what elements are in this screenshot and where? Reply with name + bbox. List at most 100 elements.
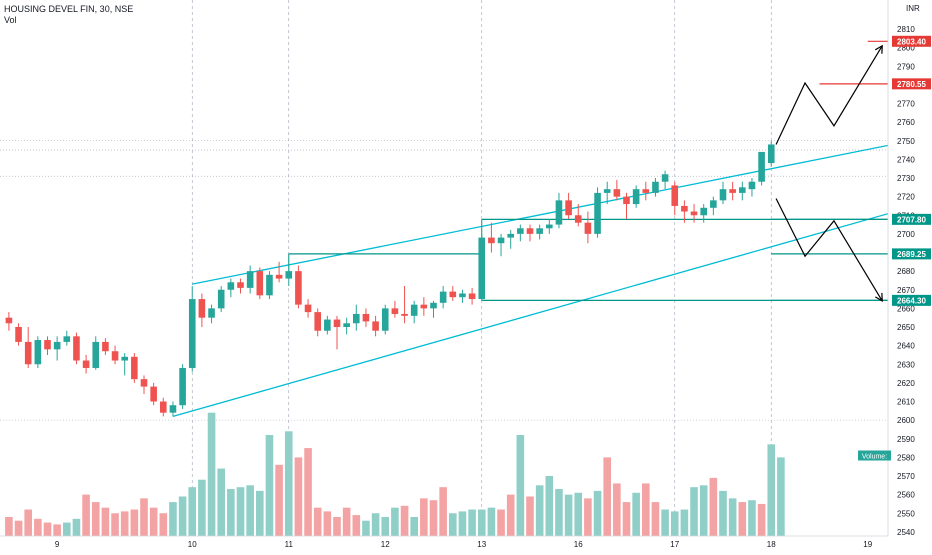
volume-bar — [603, 457, 611, 536]
candle-body — [34, 340, 42, 365]
volume-bar — [130, 509, 139, 536]
volume-bar — [246, 485, 254, 536]
time-tick-label: 11 — [285, 540, 294, 549]
price-tick-label: 2600 — [897, 416, 915, 425]
time-tick-label: 18 — [767, 540, 776, 549]
volume-bar — [564, 494, 573, 536]
candle-body — [430, 302, 437, 309]
volume-bar — [217, 468, 225, 536]
projection-layer[interactable] — [775, 44, 883, 302]
price-tick-label: 2730 — [897, 174, 915, 183]
candle-body — [459, 293, 466, 298]
candle-body — [410, 304, 418, 316]
volume-bar — [63, 522, 71, 536]
candle-body — [304, 304, 312, 313]
candle-body — [488, 237, 495, 244]
volume-bar — [236, 487, 245, 536]
time-tick-label: 12 — [381, 540, 390, 549]
projection-path — [775, 198, 883, 302]
volume-bar — [690, 487, 698, 536]
candle-body — [295, 271, 302, 305]
candle-body — [160, 401, 167, 413]
volume-bar — [584, 498, 592, 536]
volume-bar — [294, 457, 303, 536]
price-tick-label: 2620 — [897, 379, 915, 388]
candle-body — [681, 205, 688, 212]
price-axis[interactable]: INR 2540 2550 2560 2570 2580 2590 2600 2610 2620 2… — [858, 0, 932, 550]
volume-bar — [477, 509, 486, 536]
volume-bar — [14, 520, 23, 536]
price-level-badge — [892, 78, 931, 90]
candle-body — [507, 233, 514, 238]
volume-value-badge-label: Volume: — [862, 454, 887, 461]
candle-body — [15, 327, 22, 342]
volume-bar — [420, 498, 428, 536]
price-level-badge-label: 2803.40 — [897, 37, 926, 46]
candle-body — [227, 282, 235, 290]
price-tick-label: 2640 — [897, 342, 915, 351]
price-tick-label: 2790 — [897, 62, 915, 71]
price-tick-label: 2760 — [897, 118, 915, 127]
drawings-layer[interactable] — [172, 40, 932, 418]
volume-bar — [381, 516, 390, 536]
candle-body — [275, 274, 283, 279]
volume-bar — [265, 435, 274, 536]
volume-bar — [632, 492, 640, 536]
price-tick-label: 2670 — [897, 286, 915, 295]
candle-body — [478, 237, 486, 300]
volume-bar — [526, 496, 534, 536]
volume-value-badge — [858, 450, 891, 461]
candle-body — [632, 189, 640, 205]
price-tick-label: 2810 — [897, 25, 915, 34]
volume-bar — [709, 477, 718, 536]
candle-body — [594, 192, 601, 234]
candle-body — [121, 356, 128, 361]
projection-path — [775, 45, 883, 145]
volume-bar — [149, 507, 158, 536]
candle-body — [362, 313, 370, 322]
candle-body — [739, 187, 746, 193]
candle-body — [517, 228, 524, 234]
candle-body — [536, 228, 543, 234]
candle-body — [150, 386, 157, 402]
volume-bar — [670, 511, 679, 536]
price-tick-label: 2560 — [897, 491, 915, 500]
volume-bar — [82, 494, 90, 536]
candle-body — [73, 336, 80, 361]
price-level-badge — [892, 294, 931, 306]
price-level-badge-label: 2707.80 — [897, 215, 926, 224]
volume-bar — [738, 502, 747, 536]
projection-arrowhead — [875, 44, 883, 54]
volume-bar — [207, 412, 216, 536]
candle-body — [710, 200, 717, 208]
time-tick-label: 17 — [670, 540, 679, 549]
volume-bar — [767, 444, 776, 536]
volume-bar — [661, 509, 669, 536]
price-tick-label: 2770 — [897, 100, 915, 109]
candle-body — [565, 200, 572, 216]
candle-body — [140, 379, 148, 387]
candle-body — [719, 189, 727, 201]
time-axis[interactable]: 9101112131617181920 — [0, 535, 932, 549]
price-tick-label: 2750 — [897, 137, 915, 146]
candle-body — [324, 319, 331, 331]
price-axis-background — [888, 0, 932, 550]
price-tick-label: 2700 — [897, 230, 915, 239]
volume-bar — [748, 500, 756, 536]
candle-body — [700, 207, 707, 216]
candle-body — [63, 336, 71, 342]
volume-bar — [362, 520, 370, 536]
volume-bar — [449, 513, 457, 536]
volume-bar — [140, 498, 148, 536]
volume-bar — [120, 511, 129, 536]
candle-body — [729, 189, 736, 193]
volume-bar — [159, 513, 168, 536]
candle-body — [333, 319, 341, 327]
candle-body — [188, 299, 196, 368]
volume-bar — [53, 524, 61, 536]
volume-bar — [323, 511, 332, 536]
price-tick-label: 2590 — [897, 435, 915, 444]
projection-arrowhead — [875, 292, 883, 302]
